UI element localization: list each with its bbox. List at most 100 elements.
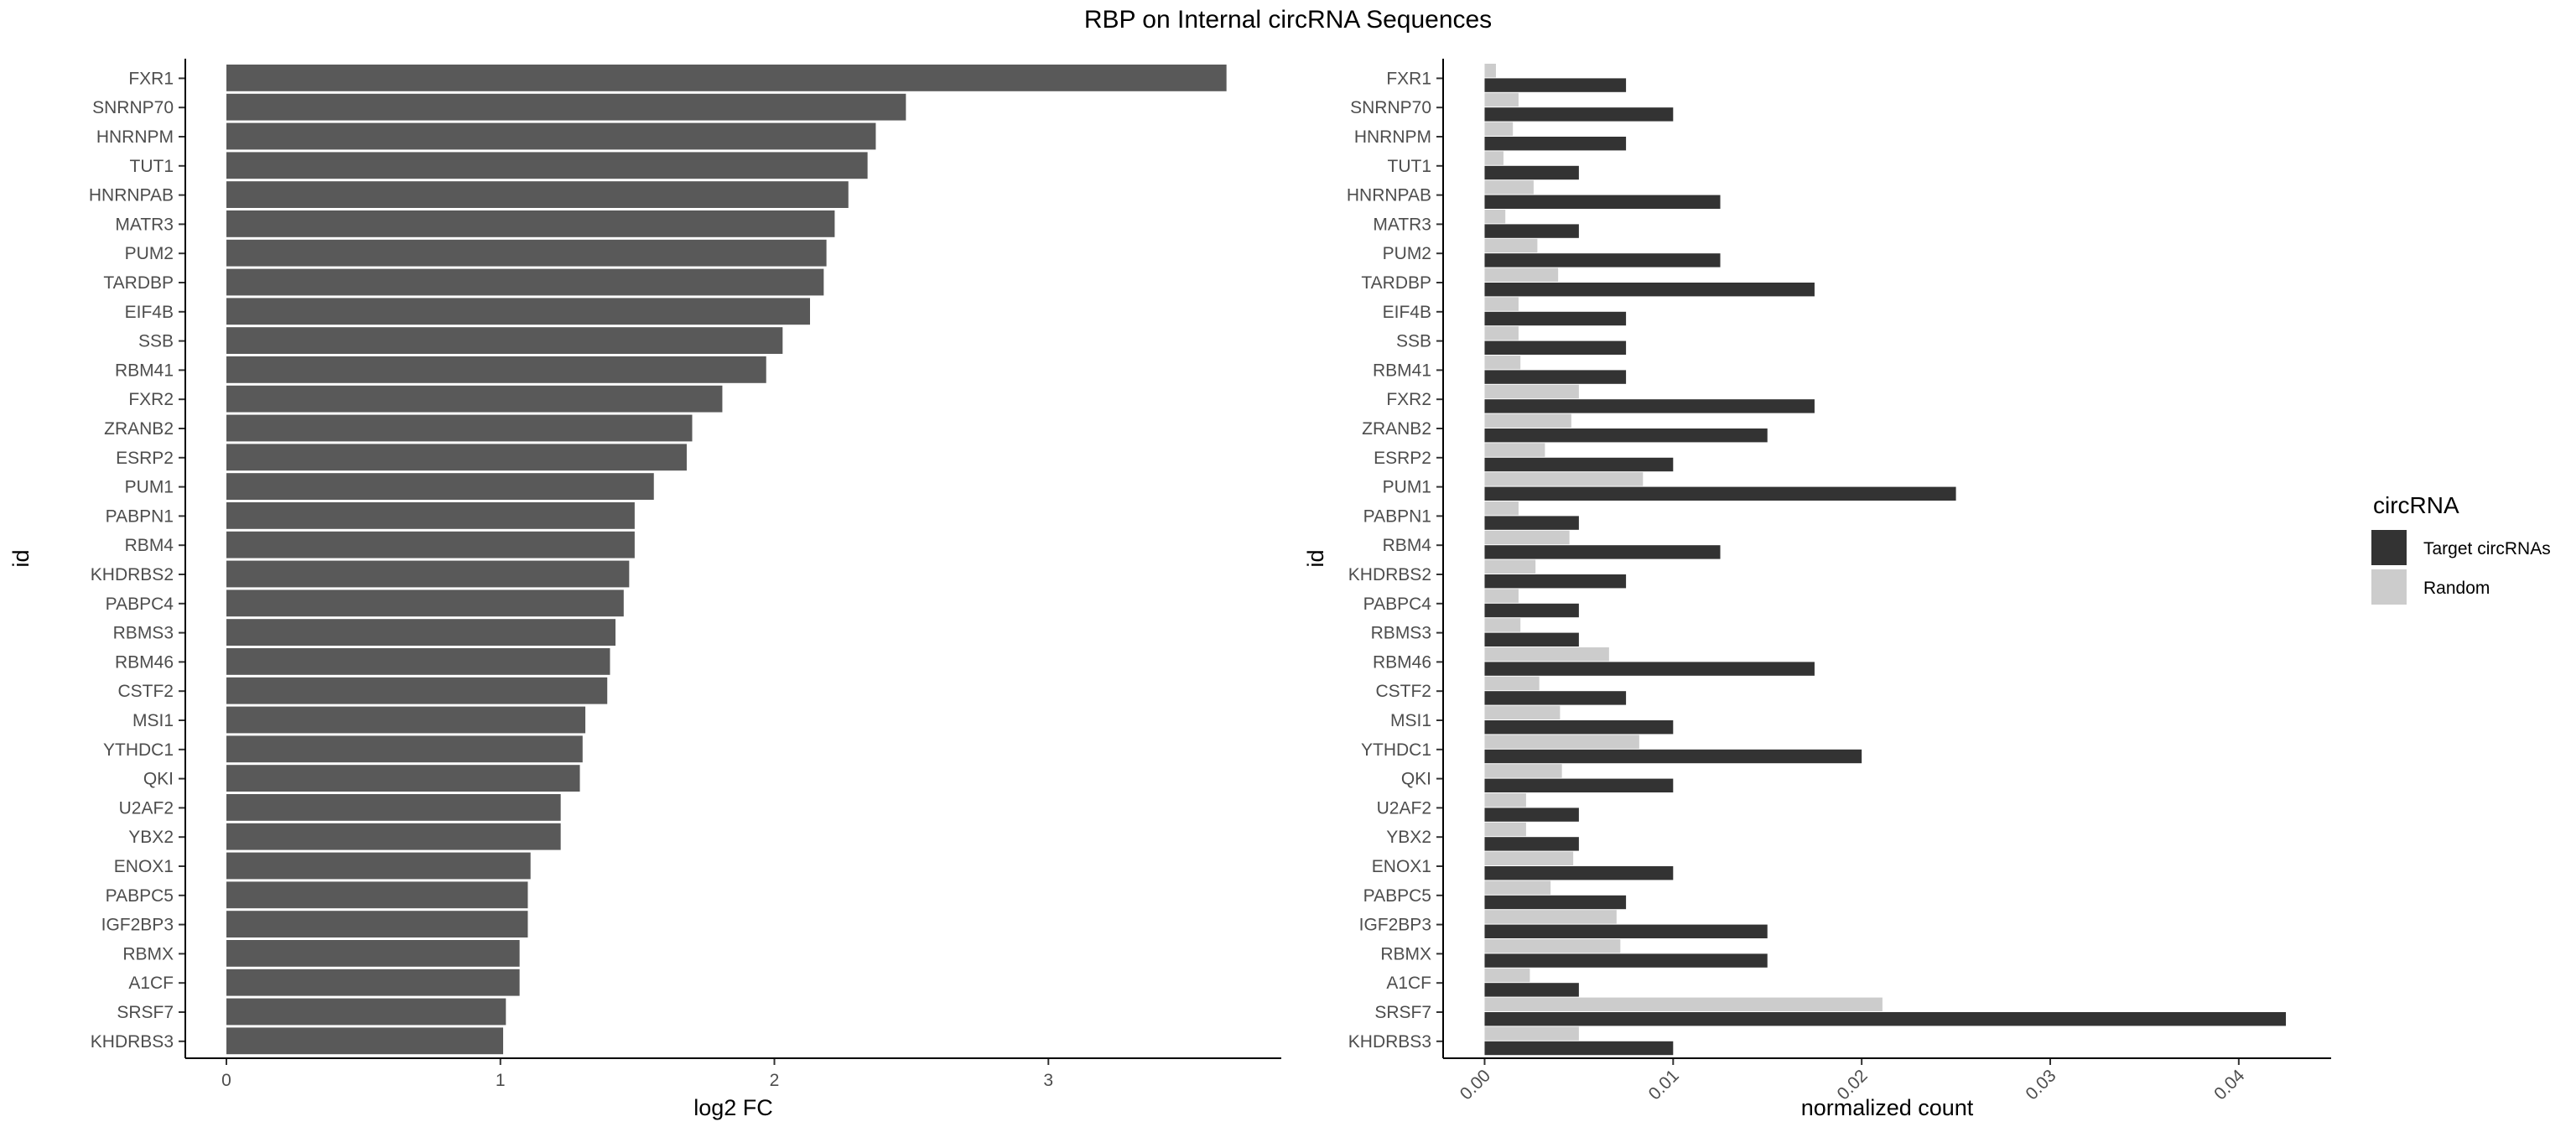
y-tick-label-rbmx: RBMX — [1380, 944, 1431, 963]
bar-tut1 — [226, 152, 868, 179]
bar-target-hnrnpm — [1484, 137, 1627, 151]
y-tick-label-pum1: PUM1 — [125, 478, 174, 497]
bar-random-rbm4 — [1484, 530, 1570, 545]
bar-eif4b — [226, 298, 810, 325]
right-y-axis-title: id — [1303, 549, 1328, 567]
y-tick-label-hnrnpm: HNRNPM — [96, 127, 174, 147]
normalized-count-bar-chart: FXR1 SNRNP70 HNRNPM TUT1 HNRNPAB MATR3 PUM2 TAR… — [1303, 59, 2331, 1120]
y-tick-label-a1cf: A1CF — [128, 974, 174, 993]
y-tick-label-ybx2: YBX2 — [1386, 828, 1431, 847]
x-tick-label-0-00: 0.00 — [1457, 1066, 1494, 1104]
y-tick-label-ssb: SSB — [138, 332, 174, 351]
bar-random-ybx2 — [1484, 822, 1526, 837]
y-tick-label-qki: QKI — [143, 770, 174, 789]
legend-title: circRNA — [2373, 492, 2459, 518]
y-tick-label-tardbp: TARDBP — [1361, 273, 1431, 293]
bar-a1cf — [226, 969, 520, 996]
bar-random-rbm41 — [1484, 356, 1521, 370]
bar-target-srsf7 — [1484, 1012, 2287, 1026]
y-tick-label-cstf2: CSTF2 — [117, 682, 174, 701]
bar-pabpn1 — [226, 502, 635, 529]
y-tick-label-srsf7: SRSF7 — [117, 1003, 174, 1022]
bar-fxr1 — [226, 65, 1227, 91]
y-tick-label-igf2bp3: IGF2BP3 — [101, 916, 174, 935]
y-tick-label-fxr1: FXR1 — [1386, 69, 1431, 88]
y-tick-label-pabpn1: PABPN1 — [106, 506, 174, 526]
y-tick-label-rbmx: RBMX — [122, 944, 174, 963]
bar-random-rbmx — [1484, 939, 1621, 953]
bar-random-fxr2 — [1484, 384, 1579, 399]
bar-enox1 — [226, 852, 531, 880]
y-tick-label-esrp2: ESRP2 — [1374, 449, 1431, 468]
bar-khdrbs3 — [226, 1027, 504, 1055]
y-tick-label-rbms3: RBMS3 — [113, 624, 174, 643]
bar-random-msi1 — [1484, 705, 1561, 719]
bar-target-ythdc1 — [1484, 749, 1862, 764]
bar-ssb — [226, 327, 783, 354]
y-tick-label-a1cf: A1CF — [1386, 974, 1431, 993]
bar-hnrnpm — [226, 122, 876, 150]
bar-pabpc5 — [226, 881, 528, 909]
bar-target-rbms3 — [1484, 632, 1579, 647]
bar-target-pabpn1 — [1484, 516, 1579, 530]
left-y-axis-title: id — [8, 549, 34, 567]
bar-matr3 — [226, 210, 835, 237]
legend-swatch-random — [2371, 569, 2407, 605]
left-y-tick-labels: FXR1 SNRNP70 HNRNPM TUT1 HNRNPAB MATR3 PUM2 TAR… — [89, 69, 185, 1052]
bar-target-fxr1 — [1484, 78, 1627, 92]
y-tick-label-matr3: MATR3 — [1373, 215, 1431, 234]
y-tick-label-khdrbs2: KHDRBS2 — [91, 565, 174, 584]
bar-target-u2af2 — [1484, 808, 1579, 822]
y-tick-label-hnrnpab: HNRNPAB — [89, 186, 174, 205]
y-tick-label-zranb2: ZRANB2 — [104, 419, 174, 439]
bar-target-khdrbs2 — [1484, 574, 1627, 589]
bar-target-rbm41 — [1484, 370, 1627, 384]
bar-target-zranb2 — [1484, 428, 1768, 443]
bar-tardbp — [226, 268, 824, 296]
y-tick-label-snrnp70: SNRNP70 — [1350, 98, 1431, 117]
bar-random-fxr1 — [1484, 64, 1496, 78]
left-x-ticks: 0 1 2 3 — [221, 1058, 1053, 1090]
y-tick-label-pum1: PUM1 — [1383, 478, 1431, 497]
legend-label-target-circrnas: Target circRNAs — [2423, 539, 2551, 558]
y-tick-label-ythdc1: YTHDC1 — [1361, 740, 1431, 760]
y-tick-label-pabpc5: PABPC5 — [106, 886, 174, 906]
bar-target-tut1 — [1484, 165, 1579, 180]
y-tick-label-enox1: ENOX1 — [114, 857, 174, 876]
y-tick-label-tardbp: TARDBP — [103, 273, 174, 293]
y-tick-label-rbm46: RBM46 — [1373, 652, 1431, 672]
y-tick-label-qki: QKI — [1401, 770, 1431, 789]
bar-random-rbm46 — [1484, 647, 1609, 662]
bar-target-pabpc5 — [1484, 895, 1627, 910]
bar-pum1 — [226, 473, 654, 500]
y-tick-label-zranb2: ZRANB2 — [1362, 419, 1431, 439]
bar-ybx2 — [226, 823, 561, 850]
y-tick-label-igf2bp3: IGF2BP3 — [1359, 916, 1431, 935]
y-tick-label-hnrnpab: HNRNPAB — [1347, 186, 1431, 205]
bar-msi1 — [226, 706, 586, 734]
y-tick-label-esrp2: ESRP2 — [116, 449, 174, 468]
bar-random-tut1 — [1484, 151, 1504, 165]
bar-cstf2 — [226, 677, 608, 704]
bar-target-cstf2 — [1484, 691, 1627, 705]
bar-random-srsf7 — [1484, 997, 1883, 1011]
y-tick-label-rbm46: RBM46 — [115, 652, 174, 672]
y-tick-label-ythdc1: YTHDC1 — [103, 740, 174, 760]
y-tick-label-u2af2: U2AF2 — [1377, 798, 1431, 818]
left-x-axis-title: log2 FC — [693, 1095, 773, 1120]
bar-pum2 — [226, 239, 827, 267]
bar-target-rbm46 — [1484, 662, 1815, 676]
bar-target-a1cf — [1484, 983, 1579, 997]
y-tick-label-khdrbs3: KHDRBS3 — [91, 1032, 174, 1052]
bar-target-pum2 — [1484, 253, 1721, 267]
bar-random-khdrbs3 — [1484, 1026, 1579, 1041]
x-tick-label-3: 3 — [1043, 1071, 1053, 1090]
bar-target-matr3 — [1484, 224, 1579, 238]
bar-ythdc1 — [226, 735, 583, 763]
bar-random-snrnp70 — [1484, 92, 1519, 107]
bar-qki — [226, 765, 580, 792]
bar-random-u2af2 — [1484, 793, 1526, 808]
bar-target-esrp2 — [1484, 457, 1674, 472]
y-tick-label-tut1: TUT1 — [1388, 157, 1432, 176]
bar-target-ssb — [1484, 340, 1627, 355]
